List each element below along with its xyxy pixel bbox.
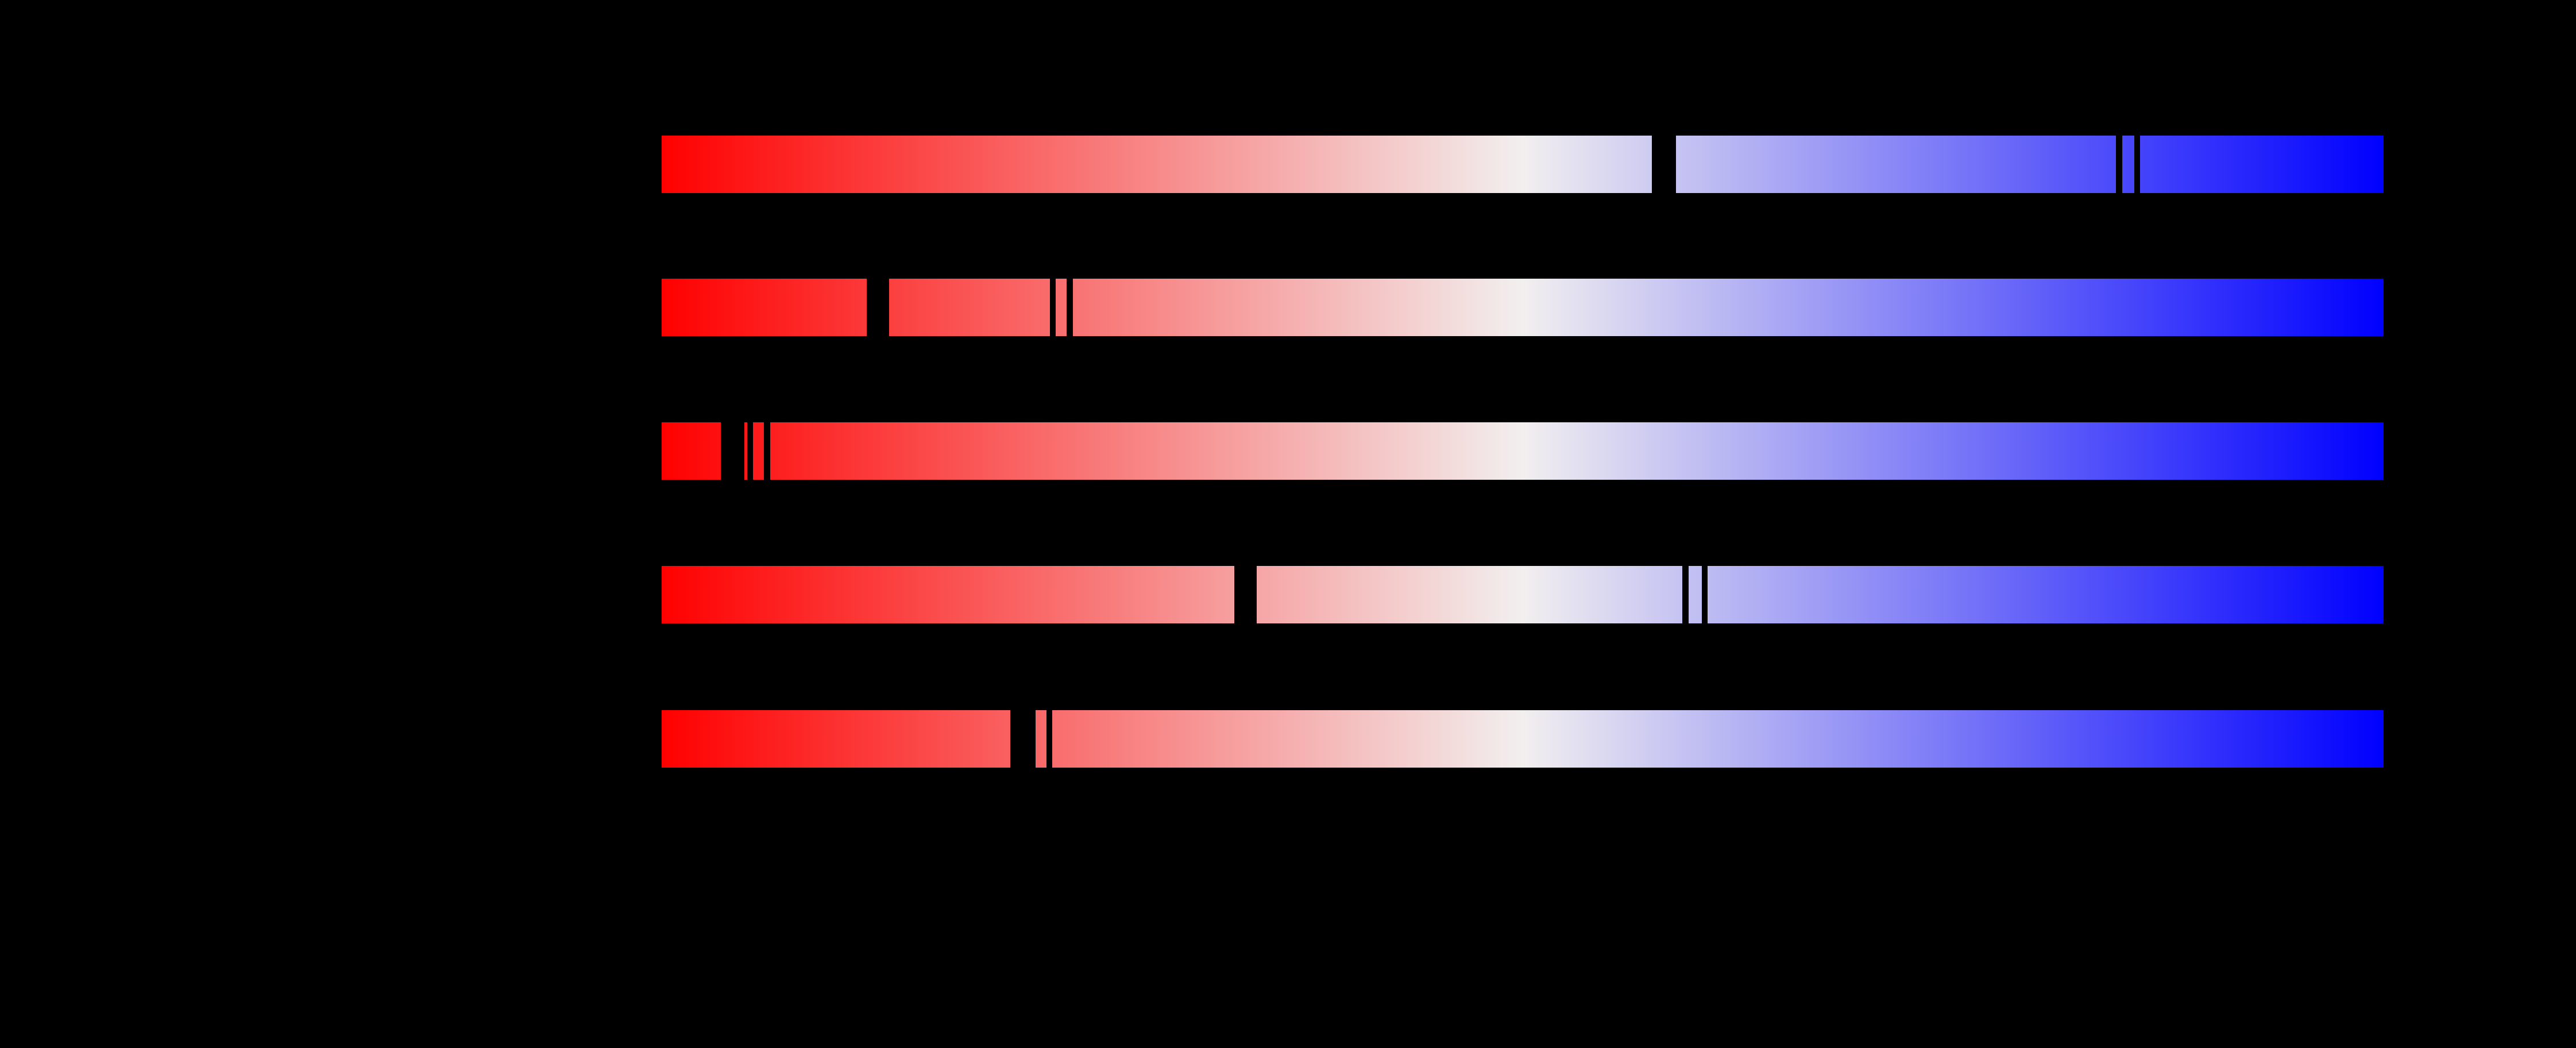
thin-marker-tick [1682, 566, 1689, 623]
thin-marker-tick [747, 422, 753, 480]
thin-marker-tick [1050, 279, 1056, 336]
thick-marker-tick [1010, 710, 1036, 768]
thin-marker-tick [1046, 710, 1052, 768]
thin-marker-tick [2134, 136, 2140, 193]
thin-marker-tick [1702, 566, 1708, 623]
thick-marker-tick [867, 279, 889, 336]
gradient-scale-bar-4 [662, 566, 2384, 623]
gradient-scale-bar-2 [662, 279, 2384, 336]
thick-marker-tick [721, 422, 744, 480]
thin-marker-tick [1067, 279, 1073, 336]
thin-marker-tick [2116, 136, 2122, 193]
thick-marker-tick [1652, 136, 1676, 193]
gradient-scale-bar-1 [662, 136, 2384, 193]
thin-marker-tick [764, 422, 770, 480]
gradient-scale-bar-5 [662, 710, 2384, 768]
gradient-scale-bar-3 [662, 422, 2384, 480]
thick-marker-tick [1234, 566, 1257, 623]
